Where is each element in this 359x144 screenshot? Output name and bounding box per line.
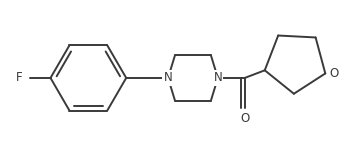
Text: N: N	[164, 71, 172, 84]
Text: F: F	[16, 71, 23, 84]
Text: O: O	[240, 112, 250, 125]
Text: N: N	[214, 71, 222, 84]
Text: O: O	[329, 67, 339, 80]
